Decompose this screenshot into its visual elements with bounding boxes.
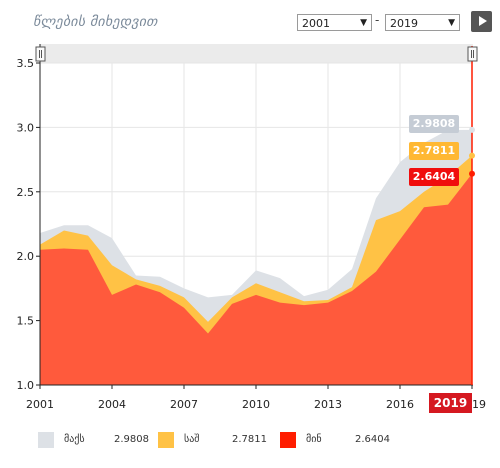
avg-value-badge: 2.7811 <box>409 142 459 160</box>
x-tick-label: 2010 <box>242 398 270 411</box>
legend-label-avg: საშ <box>184 434 200 445</box>
min-point <box>469 170 475 177</box>
y-tick-label: 1.5 <box>17 315 35 328</box>
to-year-select[interactable]: 2019 ▼ <box>385 14 460 31</box>
avg-point <box>469 152 475 159</box>
chart-title: წლების მიხედვით <box>33 14 158 30</box>
play-icon[interactable] <box>471 11 492 32</box>
range-slider-right-handle[interactable] <box>467 46 478 62</box>
legend-swatch-min <box>280 432 296 448</box>
y-tick-label: 1.0 <box>17 379 35 392</box>
chevron-down-icon: ▼ <box>360 18 367 28</box>
max-value-badge: 2.9808 <box>409 115 459 133</box>
range-slider-left-handle[interactable] <box>35 46 46 62</box>
from-year-select[interactable]: 2001 ▼ <box>297 14 372 31</box>
y-tick-label: 3.5 <box>17 57 35 70</box>
legend-value-avg: 2.7811 <box>232 434 267 445</box>
x-tick-label: 2016 <box>386 398 414 411</box>
range-dash: - <box>375 13 380 27</box>
legend-label-min: მინ <box>306 434 322 445</box>
legend-value-min: 2.6404 <box>355 434 390 445</box>
x-tick-label: 2004 <box>98 398 126 411</box>
x-tick-label: 2001 <box>26 398 54 411</box>
y-tick-label: 3.0 <box>17 121 35 134</box>
legend-value-max: 2.9808 <box>114 434 149 445</box>
max-point <box>469 126 475 133</box>
current-year-badge: 2019 <box>429 393 472 413</box>
range-slider-track[interactable] <box>40 44 473 63</box>
from-year-value: 2001 <box>302 17 330 30</box>
x-tick-label: 2007 <box>170 398 198 411</box>
y-tick-label: 2.5 <box>17 186 35 199</box>
to-year-value: 2019 <box>390 17 418 30</box>
series-area-min <box>40 173 472 385</box>
legend-swatch-max <box>38 432 54 448</box>
chevron-down-icon: ▼ <box>448 18 455 28</box>
legend-swatch-avg <box>158 432 174 448</box>
min-value-badge: 2.6404 <box>409 168 459 186</box>
legend-label-max: მაქს <box>64 434 85 445</box>
x-tick-label: 2013 <box>314 398 342 411</box>
y-tick-label: 2.0 <box>17 250 35 263</box>
